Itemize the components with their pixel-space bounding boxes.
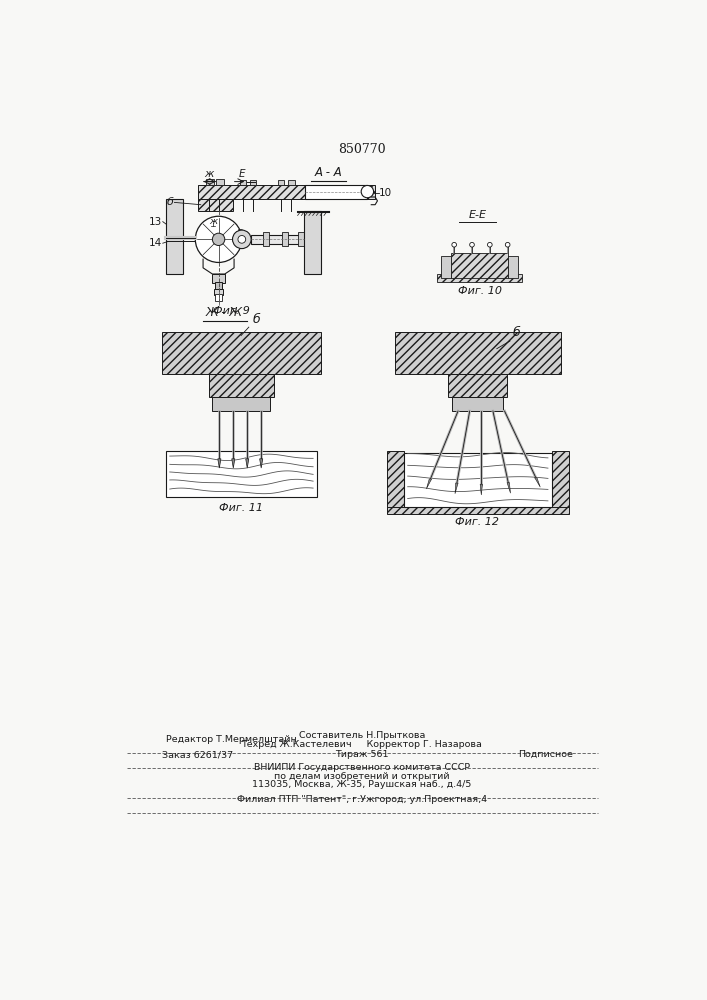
- Text: 850770: 850770: [338, 143, 386, 156]
- Bar: [304, 211, 321, 274]
- Bar: [206, 179, 214, 185]
- Text: 14: 14: [148, 238, 162, 248]
- Text: б: б: [513, 326, 520, 339]
- Text: Фиг. 9: Фиг. 9: [214, 306, 250, 316]
- Polygon shape: [426, 479, 432, 489]
- Text: 13: 13: [148, 217, 162, 227]
- Polygon shape: [480, 484, 482, 495]
- Text: Фиг. 12: Фиг. 12: [455, 517, 499, 527]
- Bar: [250, 180, 256, 185]
- Bar: [404, 453, 552, 507]
- Bar: [305, 185, 368, 199]
- Text: Подписное: Подписное: [518, 750, 573, 759]
- Bar: [240, 180, 246, 185]
- Bar: [395, 332, 561, 374]
- Bar: [508, 256, 518, 278]
- Text: Е: Е: [237, 229, 243, 238]
- Text: А - А: А - А: [315, 166, 342, 179]
- Text: Фиг. 10: Фиг. 10: [457, 286, 502, 296]
- Bar: [215, 282, 223, 289]
- Circle shape: [238, 235, 246, 243]
- Text: Ж - Ж: Ж - Ж: [206, 306, 243, 319]
- Bar: [263, 232, 269, 246]
- Text: ж: ж: [209, 217, 217, 226]
- Bar: [282, 232, 288, 246]
- Polygon shape: [218, 459, 221, 468]
- Bar: [387, 507, 569, 514]
- Bar: [209, 374, 274, 397]
- Polygon shape: [232, 459, 235, 468]
- Bar: [214, 289, 223, 295]
- Bar: [212, 397, 270, 411]
- Bar: [166, 199, 183, 274]
- Bar: [199, 199, 233, 211]
- Text: Фиг. 11: Фиг. 11: [219, 503, 263, 513]
- Text: Тираж 561: Тираж 561: [335, 750, 389, 759]
- Bar: [216, 179, 224, 185]
- Bar: [552, 451, 569, 509]
- Polygon shape: [259, 459, 263, 468]
- Bar: [437, 274, 522, 282]
- Text: Е-Е: Е-Е: [469, 210, 486, 220]
- Bar: [216, 294, 222, 301]
- Bar: [162, 332, 321, 374]
- Text: по делам изобретений и открытий: по делам изобретений и открытий: [274, 772, 450, 781]
- Text: ВНИИПИ Государственного комитета СССР: ВНИИПИ Государственного комитета СССР: [254, 763, 470, 772]
- Bar: [166, 451, 317, 497]
- Circle shape: [212, 233, 225, 246]
- Text: 10: 10: [379, 188, 392, 198]
- Text: б: б: [167, 197, 174, 207]
- Circle shape: [488, 242, 492, 247]
- Bar: [451, 253, 508, 278]
- Circle shape: [233, 230, 251, 249]
- Text: Е: Е: [238, 169, 245, 179]
- Text: б: б: [252, 313, 260, 326]
- Text: Составитель Н.Прыткова: Составитель Н.Прыткова: [299, 731, 425, 740]
- Bar: [212, 274, 225, 283]
- Bar: [298, 232, 304, 246]
- Circle shape: [506, 242, 510, 247]
- Bar: [199, 185, 375, 199]
- Bar: [288, 180, 295, 185]
- Polygon shape: [534, 477, 540, 487]
- Polygon shape: [507, 483, 510, 493]
- Circle shape: [469, 242, 474, 247]
- Polygon shape: [246, 459, 249, 468]
- Bar: [441, 256, 451, 278]
- Bar: [448, 374, 507, 397]
- Circle shape: [361, 185, 373, 198]
- Text: ж: ж: [204, 169, 214, 179]
- Bar: [251, 235, 304, 244]
- Bar: [279, 180, 284, 185]
- Text: Редактор Т.Мермелштайн: Редактор Т.Мермелштайн: [166, 735, 297, 744]
- Text: Филиал ПТП "Патент", г.Ужгород, ул.Проектная,4: Филиал ПТП "Патент", г.Ужгород, ул.Проек…: [237, 795, 487, 804]
- Text: Техред Ж.Кастелевич     Корректор Г. Назарова: Техред Ж.Кастелевич Корректор Г. Назаров…: [242, 740, 482, 749]
- Text: Заказ 6261/37: Заказ 6261/37: [162, 750, 233, 759]
- Bar: [452, 397, 503, 411]
- Circle shape: [452, 242, 457, 247]
- Circle shape: [195, 216, 242, 262]
- Polygon shape: [455, 483, 458, 494]
- Bar: [387, 451, 404, 509]
- Text: 113035, Москва, Ж-35, Раушская наб., д.4/5: 113035, Москва, Ж-35, Раушская наб., д.4…: [252, 780, 472, 789]
